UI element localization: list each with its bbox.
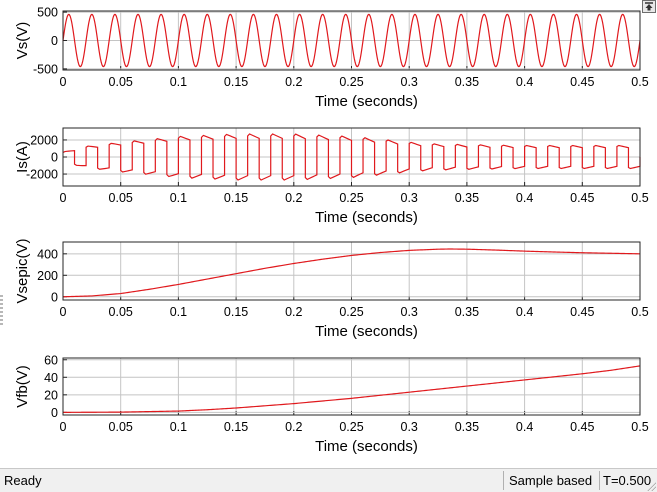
is-ytick-label: -2000 — [26, 168, 58, 182]
is-xtick-label: 0.45 — [570, 191, 594, 205]
is-xtick-label: 0.4 — [516, 191, 533, 205]
vsepic-xtick-label: 0.3 — [401, 305, 418, 319]
vsepic-ytick-label: 0 — [51, 290, 58, 304]
vsepic-plot: 0 0.05 0.1 0.15 0.2 0.25 0.3 0.35 0.4 0.45 0.5 400 2… — [14, 238, 649, 340]
vsepic-trace — [62, 248, 641, 298]
vs-xtick-label: 0.25 — [339, 75, 363, 89]
vfb-xtick-label: 0.35 — [455, 420, 479, 434]
vfb-xtick-label: 0.3 — [401, 420, 418, 434]
is-ytick-label: 0 — [51, 151, 58, 165]
resize-grip-icon[interactable] — [646, 481, 656, 491]
vsepic-xtick-label: 0.25 — [339, 305, 363, 319]
vfb-plot: 0 0.05 0.1 0.15 0.2 0.25 0.3 0.35 0.4 0.45 0.5 60 40… — [14, 353, 649, 455]
is-xtick-label: 0.35 — [455, 191, 479, 205]
vs-xtick-label: 0.4 — [516, 75, 533, 89]
is-xtick-label: 0.2 — [285, 191, 302, 205]
scope-figure: 0 0.05 0.1 0.15 0.2 0.25 0.3 0.35 0.4 0.45 0.5 500 0… — [0, 0, 656, 455]
status-text: Ready — [4, 473, 42, 488]
vfb-yaxis-label: Vfb(V) — [14, 365, 31, 408]
vs-plot: 0 0.05 0.1 0.15 0.2 0.25 0.3 0.35 0.4 0.45 0.5 500 0… — [14, 6, 649, 110]
vs-ytick-label: 500 — [37, 6, 58, 20]
vfb-xtick-label: 0.5 — [631, 420, 648, 434]
vfb-xtick-label: 0.1 — [170, 420, 187, 434]
vs-xtick-label: 0 — [60, 75, 67, 89]
vs-xtick-label: 0.35 — [455, 75, 479, 89]
vs-xtick-label: 0.3 — [401, 75, 418, 89]
vsepic-xtick-label: 0.45 — [570, 305, 594, 319]
vfb-ytick-label: 0 — [51, 406, 58, 420]
vs-ytick-label: -500 — [33, 62, 58, 76]
vsepic-xtick-label: 0.2 — [285, 305, 302, 319]
is-axes-frame — [62, 127, 641, 187]
vs-axes-frame — [62, 10, 641, 71]
vsepic-xtick-label: 0.4 — [516, 305, 533, 319]
vfb-xtick-label: 0 — [60, 420, 67, 434]
vfb-axes-frame — [62, 357, 641, 416]
vs-xtick-label: 0.15 — [224, 75, 248, 89]
vsepic-yaxis-label: Vsepic(V) — [14, 238, 31, 303]
vfb-xtick-label: 0.25 — [339, 420, 363, 434]
vfb-xtick-label: 0.4 — [516, 420, 533, 434]
scope-plots: 0 0.05 0.1 0.15 0.2 0.25 0.3 0.35 0.4 0.45 0.5 500 0… — [14, 6, 649, 455]
restore-axes-icon — [645, 2, 653, 11]
is-yaxis-label: Is(A) — [14, 141, 31, 173]
vfb-xtick-label: 0.2 — [285, 420, 302, 434]
vs-xtick-label: 0.45 — [570, 75, 594, 89]
vfb-xtick-label: 0.05 — [109, 420, 133, 434]
vs-xtick-label: 0.05 — [109, 75, 133, 89]
vs-yaxis-label: Vs(V) — [14, 22, 31, 60]
vfb-ytick-label: 60 — [44, 353, 58, 367]
is-trace — [62, 133, 641, 181]
vs-ytick-label: 0 — [51, 34, 58, 48]
is-xtick-label: 0.3 — [401, 191, 418, 205]
vs-trace — [62, 13, 641, 68]
vsepic-xaxis-label: Time (seconds) — [315, 323, 418, 340]
vsepic-ytick-label: 400 — [37, 247, 58, 261]
vsepic-axes-frame — [62, 241, 641, 301]
is-xaxis-label: Time (seconds) — [315, 209, 418, 226]
vfb-trace — [62, 365, 641, 413]
is-xtick-label: 0.05 — [109, 191, 133, 205]
is-xtick-label: 0.25 — [339, 191, 363, 205]
vfb-xtick-label: 0.15 — [224, 420, 248, 434]
vfb-ytick-label: 40 — [44, 371, 58, 385]
vsepic-xtick-label: 0.1 — [170, 305, 187, 319]
sample-mode-indicator: Sample based — [503, 471, 597, 490]
vsepic-xtick-label: 0.35 — [455, 305, 479, 319]
vfb-ytick-label: 20 — [44, 388, 58, 402]
vfb-xtick-label: 0.45 — [570, 420, 594, 434]
vs-xaxis-label: Time (seconds) — [315, 93, 418, 110]
status-bar: Ready Sample based T=0.500 — [0, 468, 657, 492]
vsepic-xtick-label: 0.15 — [224, 305, 248, 319]
is-ytick-label: 2000 — [30, 133, 58, 147]
is-plot: 0 0.05 0.1 0.15 0.2 0.25 0.3 0.35 0.4 0.45 0.5 2000… — [14, 127, 649, 226]
is-xtick-label: 0.5 — [631, 191, 648, 205]
vs-xtick-label: 0.1 — [170, 75, 187, 89]
vsepic-xtick-label: 0.05 — [109, 305, 133, 319]
is-xtick-label: 0.1 — [170, 191, 187, 205]
vs-xtick-label: 0.5 — [631, 75, 648, 89]
restore-axes-button[interactable] — [642, 0, 656, 13]
is-xtick-label: 0.15 — [224, 191, 248, 205]
simulation-time: T=0.500 — [599, 471, 657, 490]
vsepic-xtick-label: 0 — [60, 305, 67, 319]
vfb-xaxis-label: Time (seconds) — [315, 438, 418, 455]
is-xtick-label: 0 — [60, 191, 67, 205]
vs-xtick-label: 0.2 — [285, 75, 302, 89]
vsepic-ytick-label: 200 — [37, 269, 58, 283]
vsepic-xtick-label: 0.5 — [631, 305, 648, 319]
splitter-handle[interactable] — [0, 295, 3, 325]
